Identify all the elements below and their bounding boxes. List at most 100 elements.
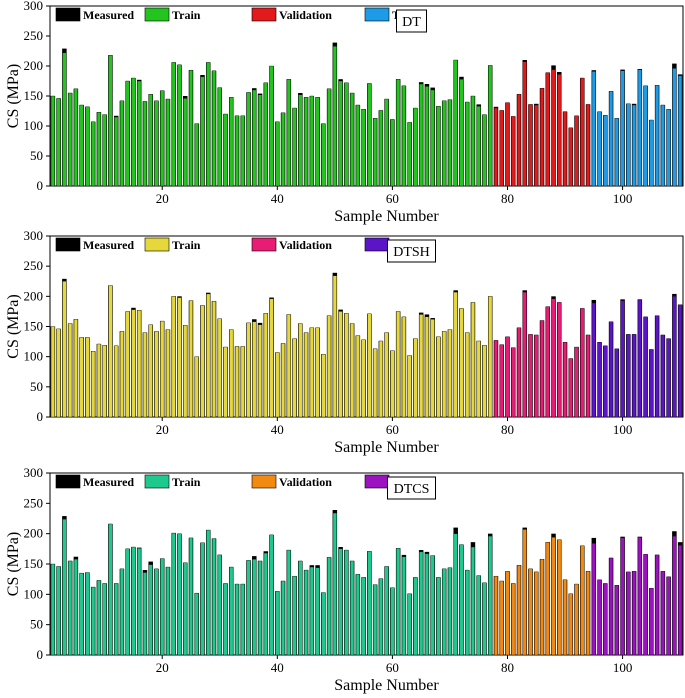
predicted-bar <box>378 340 383 418</box>
predicted-bar <box>160 90 165 187</box>
predicted-bar <box>470 302 475 418</box>
predicted-bar <box>465 101 470 187</box>
predicted-bar <box>304 97 309 187</box>
predicted-bar <box>384 332 389 418</box>
predicted-bar <box>470 546 475 656</box>
predicted-bar <box>361 339 366 418</box>
predicted-bar <box>373 584 378 656</box>
predicted-bar <box>194 592 199 656</box>
predicted-bar <box>96 343 101 418</box>
predicted-bar <box>269 65 274 187</box>
predicted-bar <box>85 337 90 418</box>
predicted-bar <box>401 556 406 656</box>
y-axis-title: CS (MPa) <box>5 64 22 128</box>
predicted-bar <box>401 85 406 187</box>
predicted-bar <box>459 544 464 656</box>
predicted-bar <box>465 569 470 656</box>
legend-swatch-validation <box>251 7 277 22</box>
predicted-bar <box>534 104 539 187</box>
x-tick-label: 100 <box>613 660 633 675</box>
predicted-bar <box>361 577 366 656</box>
legend-swatch-measured <box>55 7 81 22</box>
predicted-bar <box>223 113 228 187</box>
predicted-bar <box>649 588 654 656</box>
predicted-bar <box>396 311 401 418</box>
predicted-bar <box>488 535 493 656</box>
predicted-bar <box>286 549 291 656</box>
predicted-bar <box>211 300 217 418</box>
predicted-bar <box>591 543 596 656</box>
predicted-bar <box>56 98 61 187</box>
predicted-bar <box>286 79 291 187</box>
predicted-bar <box>154 331 159 418</box>
y-tick-label: 250 <box>24 495 44 510</box>
predicted-bar <box>240 115 245 187</box>
y-tick-label: 50 <box>30 379 43 394</box>
predicted-bar <box>586 104 591 187</box>
predicted-bar <box>142 332 147 418</box>
predicted-bar <box>327 88 332 187</box>
chart-panel-dt: 0 50 100 150 200 250 300 20 40 60 80 100 Sample Numb… <box>5 0 684 225</box>
predicted-bar <box>597 111 602 187</box>
panel-title-box: DTCS <box>387 476 436 500</box>
predicted-bar <box>321 592 326 656</box>
predicted-bar <box>154 100 159 187</box>
predicted-bar <box>321 123 326 187</box>
predicted-bar <box>165 566 170 656</box>
predicted-bar <box>407 355 412 418</box>
predicted-bar <box>430 319 435 418</box>
predicted-bar <box>73 88 78 187</box>
y-tick-label: 250 <box>24 28 44 43</box>
legend-label-validation: Validation <box>279 475 332 489</box>
predicted-bar <box>367 551 372 656</box>
predicted-bar <box>482 345 487 418</box>
predicted-bar <box>655 85 660 187</box>
predicted-bar <box>344 313 349 418</box>
predicted-bar <box>229 329 234 418</box>
predicted-bar <box>551 298 556 418</box>
predicted-bar <box>522 61 527 187</box>
predicted-bar <box>580 77 585 187</box>
y-tick-label: 0 <box>37 647 44 662</box>
predicted-bar <box>603 345 608 418</box>
predicted-bar <box>672 535 677 656</box>
predicted-bar <box>165 329 170 418</box>
x-axis-title: Sample Number <box>334 677 439 694</box>
predicted-bar <box>430 555 435 656</box>
predicted-bar <box>666 338 671 418</box>
predicted-bar <box>211 70 217 187</box>
predicted-bar <box>419 83 424 187</box>
predicted-bar <box>511 116 516 187</box>
predicted-bar <box>108 55 113 187</box>
predicted-bar <box>292 575 297 656</box>
predicted-bar <box>436 336 441 418</box>
predicted-bar <box>632 334 637 418</box>
predicted-bar <box>125 311 130 418</box>
predicted-bar <box>68 323 73 418</box>
predicted-bar <box>183 325 188 418</box>
y-tick-label: 300 <box>24 465 44 480</box>
predicted-bar <box>534 334 539 418</box>
predicted-bar <box>637 299 642 418</box>
x-tick-label: 40 <box>271 191 284 206</box>
predicted-bar <box>304 569 309 656</box>
predicted-bar <box>171 62 176 187</box>
predicted-bar <box>453 533 458 656</box>
predicted-bar <box>413 107 418 187</box>
predicted-bar <box>355 574 360 656</box>
predicted-bar <box>292 107 297 187</box>
predicted-bar <box>632 571 637 656</box>
y-tick-label: 300 <box>24 228 44 243</box>
predicted-bar <box>85 572 90 656</box>
predicted-bar <box>626 103 631 187</box>
y-tick-label: 250 <box>24 258 44 273</box>
predicted-bar <box>626 334 631 418</box>
predicted-bar <box>649 119 654 187</box>
predicted-bar <box>580 308 585 418</box>
predicted-bar <box>183 562 188 656</box>
panel-title-frame <box>396 9 427 33</box>
predicted-bar <box>206 293 211 418</box>
y-tick-label: 200 <box>24 288 44 303</box>
predicted-bar <box>114 583 119 656</box>
legend-swatch-train <box>144 237 170 252</box>
